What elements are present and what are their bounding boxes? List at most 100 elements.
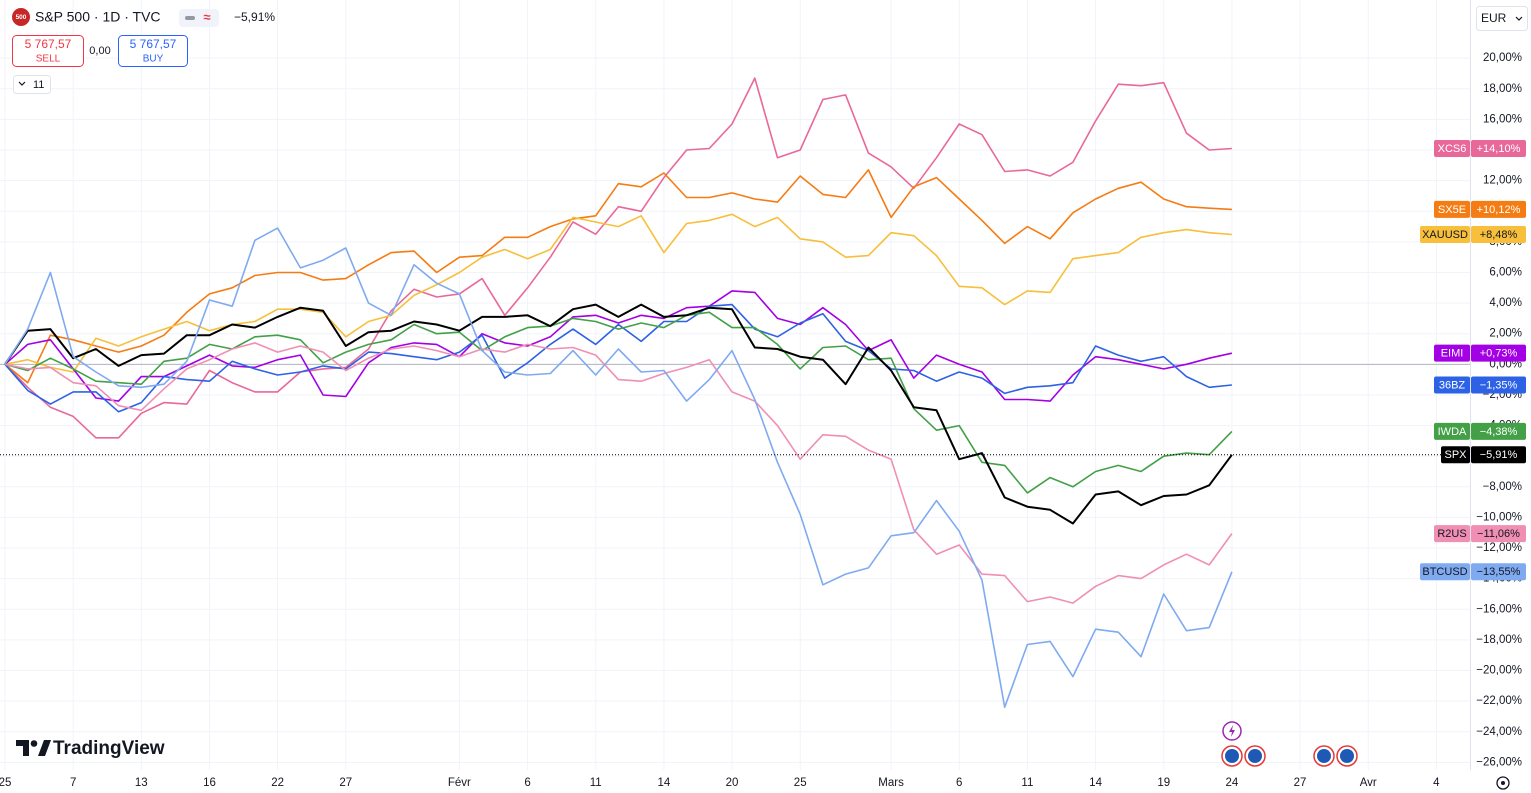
y-tick-label: 12,00% xyxy=(1483,175,1522,187)
series-line xyxy=(4,311,1233,494)
gear xyxy=(1496,776,1510,790)
symbol-title[interactable]: S&P 500 · 1D · TVC xyxy=(35,9,161,25)
series-line xyxy=(4,169,1232,384)
y-tick-label: −26,00% xyxy=(1476,756,1522,768)
currency: EUR xyxy=(1481,11,1507,25)
x-tick-label: 19 xyxy=(1157,777,1170,789)
x-tick-label: 13 xyxy=(135,777,148,789)
value-tag-bg xyxy=(1471,376,1526,394)
y-tick-label: −12,00% xyxy=(1476,542,1522,554)
x-tick-label: 6 xyxy=(524,777,530,789)
sell-label: SELL xyxy=(36,54,61,65)
currency-selector[interactable]: EUR xyxy=(1476,6,1528,31)
y-tick-label: 2,00% xyxy=(1489,328,1522,340)
series-name-tag: SX5E xyxy=(1438,204,1466,216)
currency-box[interactable] xyxy=(1476,6,1528,31)
flag xyxy=(1317,749,1331,763)
spread: 0,00 xyxy=(89,45,110,57)
x-tick-label: 25 xyxy=(0,777,11,789)
flag xyxy=(1340,749,1354,763)
x-tick-label: 24 xyxy=(1225,777,1238,789)
value-tag-bg xyxy=(1471,563,1526,581)
y-tick-label: −16,00% xyxy=(1476,603,1522,615)
value-tag-bg xyxy=(1471,525,1526,543)
y-tick-label: 6,00% xyxy=(1489,267,1522,279)
flag-icon[interactable] xyxy=(1313,745,1335,767)
flag-icon[interactable] xyxy=(1336,745,1358,767)
sell-button[interactable] xyxy=(12,35,84,67)
x-tick-label: 16 xyxy=(203,777,216,789)
x-tick-label: Févr xyxy=(448,777,471,789)
chevron xyxy=(18,81,26,86)
y-tick-label: −20,00% xyxy=(1476,665,1522,677)
series-name-tag: XCS6 xyxy=(1438,143,1467,155)
value-tag-bg xyxy=(1471,344,1526,362)
y-tick-label: 4,00% xyxy=(1489,297,1522,309)
axes: 20,00%18,00%16,00%14,00%12,00%10,00%8,00… xyxy=(0,52,1522,789)
series-name-tag: IWDA xyxy=(1438,426,1467,438)
series-tag-bg xyxy=(1434,376,1470,394)
series-tags: XCS6 +14,10% SX5E +10,12% XAUUSD +8,48% EIMI +0… xyxy=(1420,139,1526,581)
x-tick-label: 11 xyxy=(590,777,602,789)
x-tick-label: 7 xyxy=(70,777,76,789)
series-name-tag: EIMI xyxy=(1441,348,1464,360)
brand-logo: TradingView xyxy=(16,738,165,759)
y-tick-label: −22,00% xyxy=(1476,695,1522,707)
value-tag-bg xyxy=(1471,226,1526,244)
series-line xyxy=(4,342,1233,604)
value-tag-bg xyxy=(1471,446,1526,464)
lightning xyxy=(1229,725,1235,737)
indicator-count: 11 xyxy=(33,79,44,91)
y-tick-label: −8,00% xyxy=(1483,481,1522,493)
x-tick-label: 11 xyxy=(1021,777,1033,789)
value-tag: +14,10% xyxy=(1477,143,1521,155)
series-line xyxy=(4,290,1233,402)
series-name-tag: R2US xyxy=(1437,528,1466,540)
brand-mark xyxy=(16,740,29,756)
status-pill[interactable] xyxy=(179,9,219,27)
symbol-logo xyxy=(12,8,30,26)
event-icons xyxy=(1221,721,1358,767)
y-tick-label: −18,00% xyxy=(1476,634,1522,646)
flag-icon[interactable] xyxy=(1244,745,1266,767)
x-tick-label: 6 xyxy=(956,777,962,789)
series-line xyxy=(4,303,1232,413)
y-tick-label: −24,00% xyxy=(1476,726,1522,738)
series-line xyxy=(4,213,1232,373)
buy-button[interactable] xyxy=(118,35,188,67)
logo-text: 500 xyxy=(16,14,27,21)
series-tag-bg xyxy=(1434,139,1470,157)
y-tick-label: 18,00% xyxy=(1483,83,1522,95)
value-tag: −4,38% xyxy=(1480,426,1518,438)
y-tick-label: 16,00% xyxy=(1483,113,1522,125)
series-line xyxy=(4,77,1232,439)
flag-icon[interactable] xyxy=(1221,745,1243,767)
series-tag-bg xyxy=(1434,344,1470,362)
value-tag: −1,35% xyxy=(1480,379,1518,391)
x-tick-label: 14 xyxy=(1089,777,1102,789)
status-icon: ≈ xyxy=(203,9,210,24)
x-tick-label: 27 xyxy=(1294,777,1307,789)
brand-mark xyxy=(30,740,38,747)
brand-name: TradingView xyxy=(53,738,165,759)
indicators-toggle[interactable] xyxy=(13,75,51,94)
series-line xyxy=(4,227,1233,708)
brand-mark xyxy=(38,740,51,756)
series-name-tag: XAUUSD xyxy=(1422,229,1468,241)
series-tag-bg xyxy=(1434,422,1470,440)
flag xyxy=(1225,749,1239,763)
chevron xyxy=(1515,16,1523,21)
series-tag-bg xyxy=(1434,200,1470,218)
value-tag: +8,48% xyxy=(1480,229,1518,241)
value-tag-bg xyxy=(1471,139,1526,157)
value-tag-bg xyxy=(1471,200,1526,218)
value-tag: +0,73% xyxy=(1480,348,1518,360)
value-tag: −11,06% xyxy=(1477,528,1520,540)
series-name-tag: 36BZ xyxy=(1439,379,1466,391)
buy-label: BUY xyxy=(143,54,164,65)
status-icon xyxy=(185,16,195,20)
settings-icon[interactable] xyxy=(1496,776,1510,790)
series-name-tag: SPX xyxy=(1444,449,1467,461)
